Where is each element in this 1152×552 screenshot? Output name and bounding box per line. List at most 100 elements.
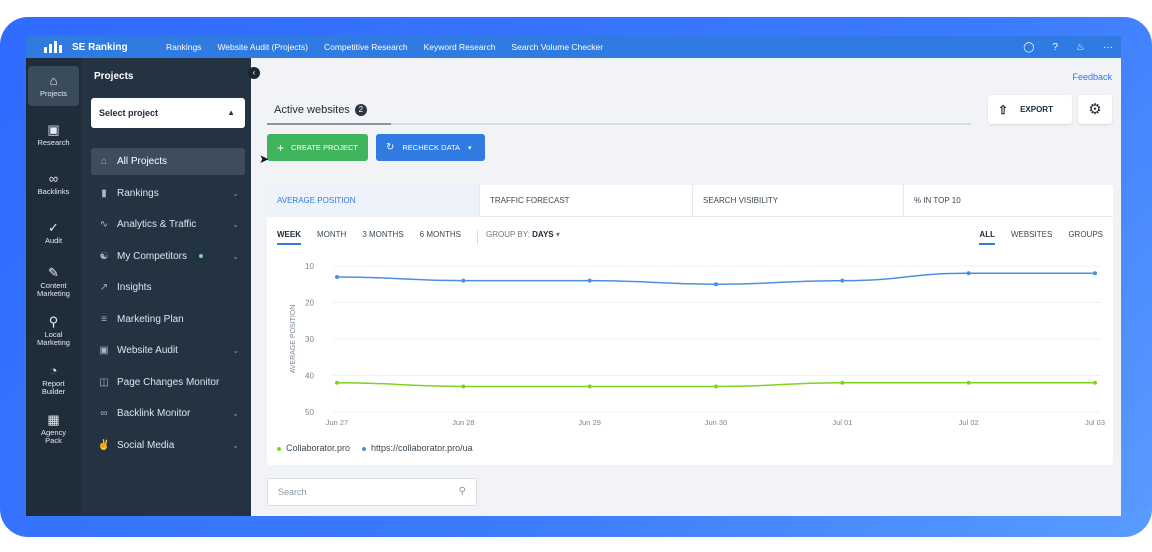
edit-icon: ✎ — [48, 265, 59, 280]
average-position-chart: 10 20 30 40 50 Jun 27 Jun 28 Jun 29 Jun 30 Jul 01… — [290, 262, 1105, 427]
view-groups[interactable]: GROUPS — [1068, 230, 1103, 239]
recheck-data-label: RECHECK DATA — [402, 143, 461, 152]
menu-item-label: Page Changes Monitor — [117, 376, 220, 388]
rail-item-audit[interactable]: ✓ Audit — [28, 213, 79, 253]
period-6-months[interactable]: 6 MONTHS — [419, 230, 462, 239]
select-arrows-icon: ▲ — [227, 108, 235, 117]
menu-item-social-media[interactable]: ✌ Social Media ⌄ — [91, 432, 245, 459]
feedback-link[interactable]: Feedback — [1072, 72, 1112, 82]
help-icon[interactable]: ? — [1052, 41, 1059, 53]
logo-icon — [44, 41, 62, 53]
gear-icon: ⚙ — [1088, 101, 1102, 118]
rail-item-agency-pack[interactable]: ▦ Agency Pack — [28, 409, 79, 449]
view-websites[interactable]: WEBSITES — [1010, 230, 1053, 239]
view-all[interactable]: ALL — [979, 230, 995, 245]
rail-item-content-marketing[interactable]: ✎ Content Marketing — [28, 262, 79, 302]
rail-item-local-marketing[interactable]: ⚲ Local Marketing — [28, 311, 79, 351]
chevron-down-icon[interactable]: ⌄ — [232, 346, 239, 355]
top-nav-rankings[interactable]: Rankings — [166, 42, 202, 52]
data-point — [587, 278, 592, 283]
project-select-value: Select project — [99, 108, 159, 118]
recheck-data-button[interactable]: ↻ RECHECK DATA ▾ — [376, 134, 485, 161]
menu-item-all-projects[interactable]: ⌂ All Projects — [91, 148, 245, 175]
settings-button[interactable]: ⚙ — [1078, 95, 1112, 124]
bar-chart-icon: ▮ — [101, 187, 107, 199]
menu-item-website-audit[interactable]: ▣ Website Audit ⌄ — [91, 337, 245, 364]
rail-item-projects[interactable]: ⌂ Projects — [28, 66, 79, 106]
rail-item-label: Research — [37, 138, 70, 147]
x-tick-label: Jul 03 — [1085, 418, 1105, 427]
trend-icon: ↗ — [99, 282, 109, 293]
top-nav-website-audit[interactable]: Website Audit (Projects) — [217, 42, 308, 52]
top-nav-competitive-research[interactable]: Competitive Research — [323, 42, 408, 52]
top-bar: SE Ranking Rankings Website Audit (Proje… — [26, 36, 1121, 58]
data-point — [966, 380, 971, 385]
rail-item-research[interactable]: ▣ Research — [28, 115, 79, 155]
metric-tabs: AVERAGE POSITION TRAFFIC FORECAST SEARCH… — [267, 185, 1113, 217]
main-content: Feedback Active websites 2 ⇧ EXPORT ⚙ + … — [251, 58, 1121, 516]
rail-item-label: Local Marketing — [37, 330, 70, 347]
home-icon: ⌂ — [49, 73, 58, 88]
top-nav-search-volume-checker[interactable]: Search Volume Checker — [511, 42, 604, 52]
menu-item-insights[interactable]: ↗ Insights — [91, 274, 245, 301]
search-icon: ⚲ — [458, 486, 466, 497]
search-input[interactable]: Search ⚲ — [267, 478, 477, 506]
chevron-down-icon[interactable]: ⌄ — [232, 440, 239, 450]
y-tick-label: 20 — [305, 299, 314, 308]
tab-percent-in-top-10[interactable]: % IN TOP 10 — [914, 196, 961, 205]
rail-item-report-builder[interactable]: ◔ Report Builder — [28, 360, 79, 400]
bell-icon[interactable]: ♨ — [1076, 41, 1085, 53]
data-point — [335, 380, 339, 385]
rail-item-label: Content Marketing — [37, 281, 70, 298]
pie-chart-icon: ◔ — [49, 363, 58, 378]
tab-average-position[interactable]: AVERAGE POSITION — [267, 185, 480, 217]
menu-item-label: Rankings — [117, 187, 159, 199]
period-month[interactable]: MONTH — [317, 230, 347, 239]
data-point — [966, 271, 971, 276]
menu-item-analytics-traffic[interactable]: ∿ Analytics & Traffic ⌄ — [91, 211, 245, 238]
tab-divider — [267, 123, 971, 125]
legend-item-collaborator-pro[interactable]: Collaborator.pro — [277, 443, 350, 453]
period-3-months[interactable]: 3 MONTHS — [362, 230, 404, 239]
chart-card: AVERAGE POSITION TRAFFIC FORECAST SEARCH… — [267, 185, 1113, 465]
project-select[interactable]: Select project ▲ — [91, 98, 245, 128]
period-week[interactable]: WEEK — [277, 230, 301, 245]
count-badge: 2 — [354, 104, 367, 116]
tab-traffic-forecast[interactable]: TRAFFIC FORECAST — [480, 185, 693, 217]
chevron-down-icon[interactable]: ⌄ — [232, 409, 239, 418]
x-tick-label: Jul 02 — [959, 418, 979, 427]
menu-item-my-competitors[interactable]: ☯ My Competitors ⌄ — [91, 243, 245, 270]
new-dot-indicator — [199, 254, 204, 258]
top-icons: ◯ ? ♨ ··· — [1023, 36, 1113, 58]
menu-item-marketing-plan[interactable]: ≡ Marketing Plan — [91, 306, 245, 333]
create-project-button[interactable]: + CREATE PROJECT — [267, 134, 368, 161]
tab-search-visibility[interactable]: SEARCH VISIBILITY — [693, 185, 904, 217]
menu-item-page-changes-monitor[interactable]: ◫ Page Changes Monitor — [91, 369, 245, 396]
upload-icon: ⇧ — [998, 102, 1009, 117]
export-button[interactable]: ⇧ EXPORT — [988, 95, 1072, 124]
y-tick-label: 40 — [305, 372, 314, 381]
menu-item-backlink-monitor[interactable]: ∞ Backlink Monitor ⌄ — [91, 400, 245, 427]
rail-item-backlinks[interactable]: ∞ Backlinks — [28, 164, 79, 204]
legend-item-collaborator-pro-ua[interactable]: https://collaborator.pro/ua — [362, 443, 473, 453]
chevron-down-icon[interactable]: ⌄ — [232, 220, 239, 229]
legend-label: https://collaborator.pro/ua — [371, 443, 473, 453]
panel-title: Projects — [94, 71, 134, 82]
y-tick-label: 10 — [305, 262, 314, 271]
lightbulb-icon[interactable]: ◯ — [1023, 41, 1035, 53]
home-icon: ⌂ — [100, 156, 108, 167]
collapse-panel-button[interactable]: ‹ — [248, 67, 260, 79]
legend-dot — [362, 446, 367, 451]
chevron-down-icon: ▾ — [468, 144, 472, 152]
chevron-down-icon[interactable]: ⌄ — [232, 188, 239, 198]
brand-logo[interactable]: SE Ranking — [26, 41, 154, 53]
top-nav-keyword-research[interactable]: Keyword Research — [423, 42, 496, 52]
tab-active-websites[interactable]: Active websites 2 — [274, 104, 367, 116]
more-icon[interactable]: ··· — [1103, 41, 1113, 53]
tab-active-underline — [267, 123, 391, 125]
export-label: EXPORT — [1020, 105, 1053, 114]
link-icon: ∞ — [100, 408, 108, 419]
chevron-down-icon[interactable]: ⌄ — [232, 251, 239, 261]
menu-item-rankings[interactable]: ▮ Rankings ⌄ — [91, 180, 245, 207]
group-by-dropdown[interactable]: GROUP BY: DAYS ▾ — [477, 230, 560, 245]
